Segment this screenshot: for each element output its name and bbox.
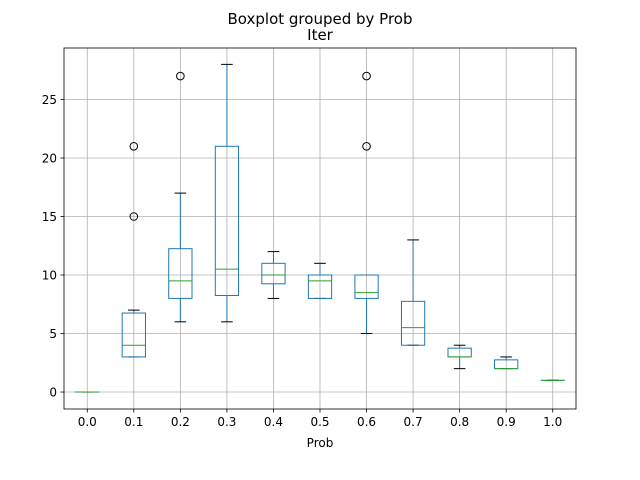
box-0.7 — [400, 239, 426, 346]
figure-suptitle: Boxplot grouped by Prob — [228, 10, 413, 28]
iqr-box — [307, 274, 333, 299]
x-tick-label: 0.1 — [124, 415, 143, 429]
x-tick-label: 0.8 — [450, 415, 469, 429]
x-tick-label: 0.3 — [217, 415, 236, 429]
x-tick-label: 0.5 — [310, 415, 329, 429]
iqr-box — [214, 145, 240, 296]
x-tick-label: 0.6 — [357, 415, 376, 429]
axes-title: Iter — [307, 26, 334, 44]
box-0.1 — [121, 141, 146, 358]
iqr-box — [400, 300, 426, 346]
iqr-box — [121, 312, 146, 358]
box-0.5 — [307, 262, 333, 299]
outlier-point — [129, 212, 139, 221]
outlier-point — [176, 71, 185, 81]
box-0.8 — [447, 344, 472, 370]
box-0.2 — [168, 71, 193, 323]
box-0.9 — [494, 356, 519, 370]
y-tick-label: 25 — [42, 93, 57, 107]
iqr-box — [261, 262, 286, 285]
box-0.3 — [214, 63, 240, 323]
iqr-box — [168, 248, 193, 299]
y-tick-label: 10 — [42, 268, 57, 282]
iqr-box — [354, 274, 379, 299]
y-tick-label: 15 — [42, 210, 57, 224]
box-0.4 — [261, 251, 286, 299]
x-tick-label: 0.0 — [78, 415, 97, 429]
x-axis-label: Prob — [307, 436, 334, 450]
outlier-point — [362, 71, 371, 81]
y-tick-label: 0 — [49, 385, 57, 399]
x-tick-label: 0.7 — [404, 415, 423, 429]
x-tick-label: 0.2 — [171, 415, 190, 429]
outlier-point — [362, 141, 371, 151]
axis-ticks: 0.0 0.1 0.2 0.3 0.4 0.5 0.6 0.7 0.8 0.9 1.0 0 5 10 15 2… — [42, 93, 563, 429]
x-tick-label: 0.9 — [497, 415, 516, 429]
y-tick-label: 20 — [42, 151, 57, 165]
box-0.6 — [354, 71, 379, 335]
boxes — [75, 63, 565, 393]
outlier-point — [129, 141, 139, 151]
y-tick-label: 5 — [49, 327, 57, 341]
x-tick-label: 0.4 — [264, 415, 283, 429]
x-tick-label: 1.0 — [543, 415, 562, 429]
